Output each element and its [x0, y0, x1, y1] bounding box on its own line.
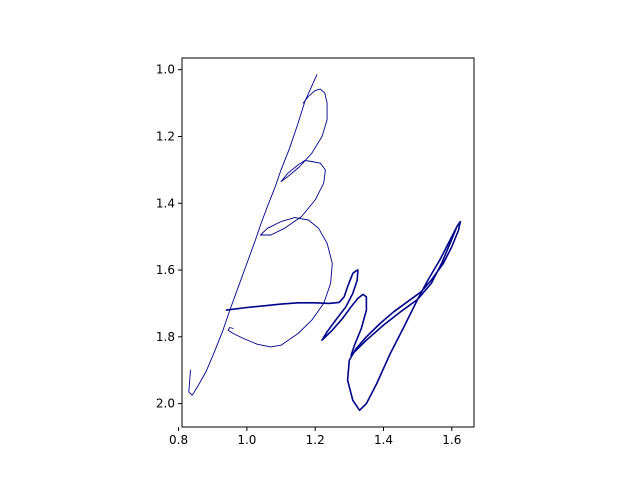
y-tick-label: 1.4 — [156, 196, 175, 210]
series-stroke-2 — [227, 88, 333, 348]
x-tick-label: 1.4 — [374, 433, 393, 447]
y-tick-label: 1.0 — [156, 63, 175, 77]
x-tick-label: 1.6 — [442, 433, 461, 447]
x-tick-label: 1.2 — [306, 433, 325, 447]
y-tick-label: 1.8 — [156, 330, 175, 344]
y-tick-label: 2.0 — [156, 397, 175, 411]
y-tick-label: 1.2 — [156, 129, 175, 143]
axes-frame — [181, 57, 475, 428]
x-axis: 0.8 1.0 1.2 1.4 1.6 — [169, 427, 461, 447]
x-tick-label: 1.0 — [237, 433, 256, 447]
y-tick-label: 1.6 — [156, 263, 175, 277]
x-tick-label: 0.8 — [169, 433, 188, 447]
y-axis: 1.0 1.2 1.4 1.6 1.8 2.0 — [156, 63, 182, 411]
stroke-layer — [188, 74, 462, 412]
series-stroke-1 — [188, 74, 318, 396]
series-stroke-3 — [225, 220, 462, 412]
